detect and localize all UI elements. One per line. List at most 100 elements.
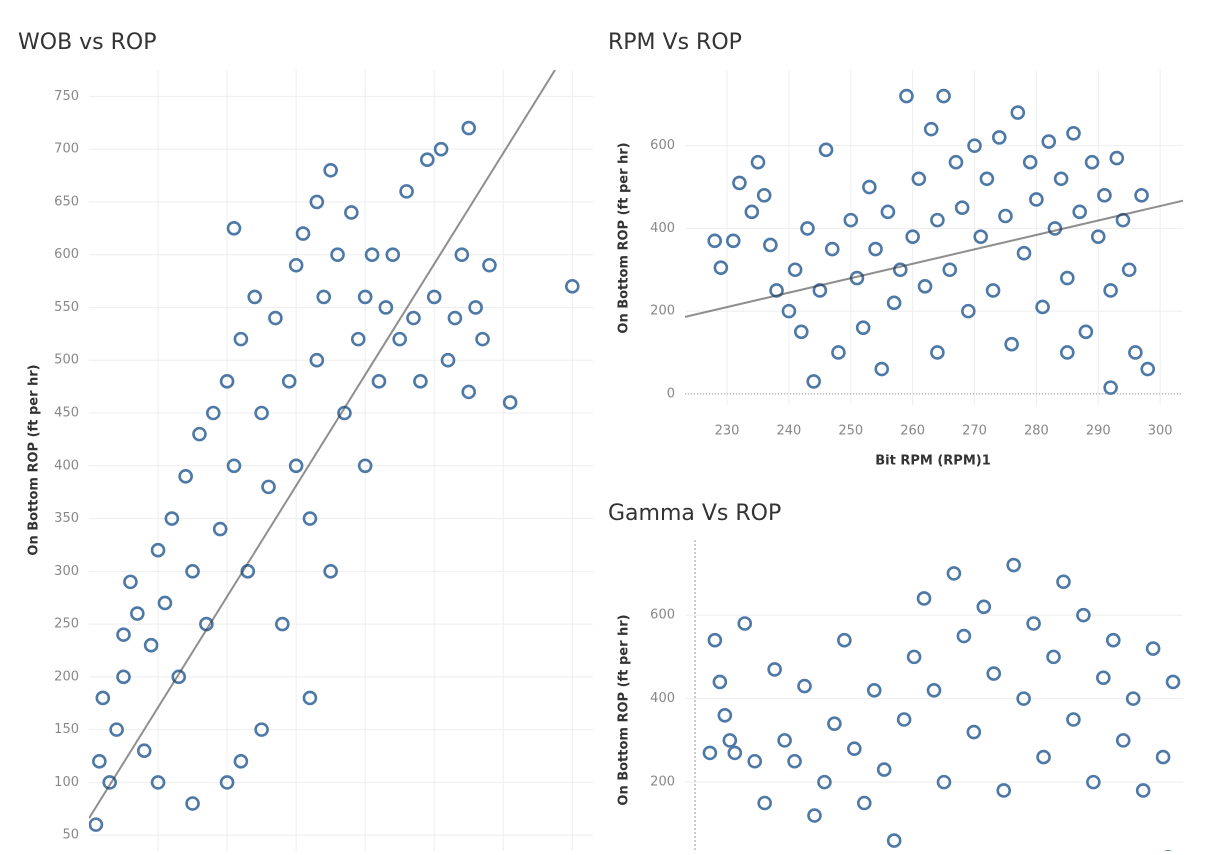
point	[896, 712, 912, 727]
point	[986, 666, 1002, 681]
point	[233, 331, 249, 347]
point	[1066, 125, 1081, 141]
point	[807, 808, 822, 823]
point	[966, 724, 982, 740]
point	[1125, 691, 1141, 706]
x-tick-label: 250	[838, 424, 863, 439]
point	[767, 662, 782, 677]
y-tick-label: 50	[62, 828, 79, 843]
point	[905, 229, 920, 244]
point	[843, 212, 859, 228]
point	[946, 566, 962, 581]
point	[461, 384, 477, 400]
point	[976, 599, 992, 615]
point	[1097, 188, 1112, 203]
point	[420, 152, 435, 168]
point	[1060, 270, 1075, 286]
point	[756, 188, 772, 203]
point	[911, 171, 927, 187]
point	[261, 479, 276, 495]
point	[1140, 361, 1156, 377]
point	[750, 154, 766, 170]
point	[930, 212, 945, 228]
point	[212, 521, 228, 537]
point	[757, 795, 772, 811]
point	[150, 775, 166, 790]
point	[426, 289, 442, 305]
point	[302, 690, 318, 706]
point	[130, 606, 145, 621]
point	[205, 405, 221, 421]
point	[385, 247, 401, 262]
point	[157, 595, 173, 611]
point	[973, 229, 989, 244]
point	[866, 682, 882, 698]
point	[1076, 607, 1091, 623]
point	[413, 374, 428, 389]
x-tick-label: 280	[1024, 424, 1049, 439]
point	[917, 279, 933, 294]
point	[185, 564, 200, 579]
point	[247, 289, 262, 305]
point	[1105, 632, 1121, 648]
point	[702, 745, 718, 761]
y-tick-label: 400	[650, 691, 675, 706]
x-tick-label: 270	[962, 424, 987, 439]
point	[440, 352, 456, 368]
point	[707, 233, 722, 249]
point	[254, 722, 269, 737]
point	[886, 833, 902, 848]
point	[268, 310, 283, 326]
point	[1121, 262, 1137, 278]
point	[406, 310, 421, 326]
point	[744, 204, 760, 220]
trend-line	[685, 199, 1183, 318]
point	[1078, 324, 1094, 340]
point	[1041, 134, 1057, 149]
y-tick-label: 200	[650, 775, 675, 790]
point	[323, 564, 338, 579]
x-axis-label: Bit RPM (RPM)1	[875, 454, 991, 469]
x-tick-label: 260	[900, 424, 925, 439]
point	[837, 632, 852, 648]
point	[1010, 105, 1026, 120]
point	[806, 374, 821, 389]
point	[330, 247, 345, 262]
point	[930, 345, 945, 360]
point	[323, 162, 338, 178]
point	[732, 175, 747, 191]
point	[502, 395, 518, 410]
point	[316, 289, 332, 305]
point	[371, 374, 387, 389]
point	[1072, 204, 1087, 220]
point	[357, 289, 373, 305]
point	[787, 753, 802, 769]
point	[92, 753, 107, 769]
point	[219, 374, 235, 389]
point	[399, 184, 414, 199]
point	[378, 300, 394, 315]
point	[777, 733, 792, 748]
point	[309, 352, 325, 368]
point	[116, 669, 131, 685]
point	[281, 374, 297, 389]
y-tick-label: 500	[54, 353, 79, 368]
point	[392, 331, 407, 347]
point	[1066, 712, 1081, 727]
point	[185, 796, 200, 811]
point	[226, 221, 242, 236]
point	[461, 120, 477, 136]
point	[899, 88, 914, 104]
plot-area	[685, 557, 1183, 851]
point	[886, 295, 902, 311]
point	[295, 226, 311, 241]
point	[1035, 299, 1050, 315]
point	[275, 616, 290, 632]
y-tick-label: 600	[54, 247, 79, 262]
point	[827, 716, 842, 731]
y-tick-label: 400	[650, 221, 675, 236]
point	[712, 674, 728, 690]
point	[164, 511, 180, 526]
point	[855, 320, 871, 335]
point	[936, 88, 951, 104]
